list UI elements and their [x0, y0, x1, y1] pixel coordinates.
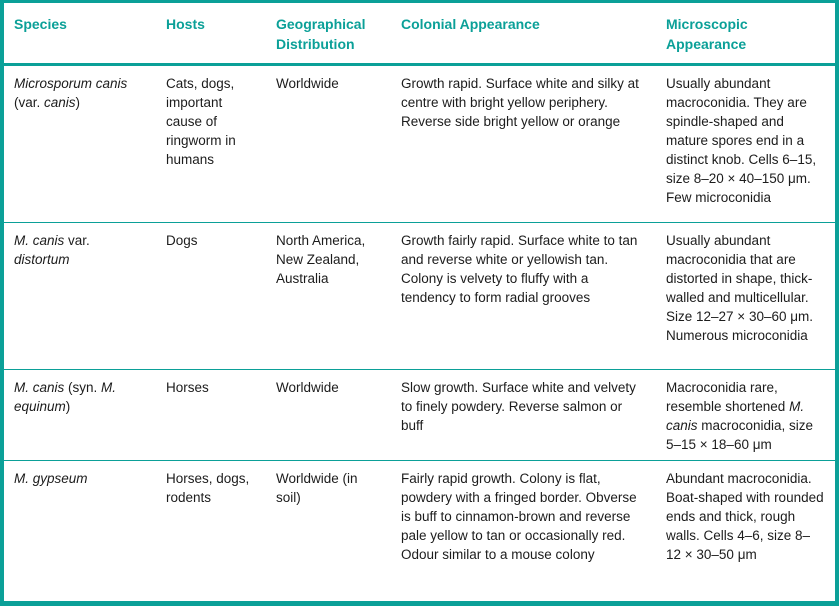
- text-segment: Growth fairly rapid. Surface white to ta…: [401, 233, 638, 305]
- text-segment: canis: [44, 95, 76, 110]
- text-segment: M. canis: [14, 380, 65, 395]
- species-table: Species Hosts Geographical Distribution …: [4, 3, 835, 601]
- cell-colonial-appearance: Growth rapid. Surface white and silky at…: [391, 64, 656, 223]
- text-segment: Worldwide: [276, 76, 339, 91]
- header-row: Species Hosts Geographical Distribution …: [4, 3, 835, 66]
- text-segment: Fairly rapid growth. Colony is flat, pow…: [401, 471, 637, 562]
- cell-colonial-appearance: Growth fairly rapid. Surface white to ta…: [391, 222, 656, 370]
- text-segment: (syn.: [64, 380, 102, 395]
- cell-hosts: Dogs: [156, 222, 266, 370]
- column-header-microscopic-appearance: Microscopic Appearance: [656, 3, 835, 66]
- table-row: Microsporum canis (var. canis) Cats, dog…: [4, 64, 835, 223]
- text-segment: Worldwide (in soil): [276, 471, 358, 505]
- table-row: M. canis var. distortum Dogs North Ameri…: [4, 222, 835, 370]
- text-segment: Slow growth. Surface white and velvety t…: [401, 380, 636, 433]
- text-segment: ): [75, 95, 81, 110]
- text-segment: Usually abundant macroconidia that are d…: [666, 233, 814, 343]
- text-segment: (var.: [14, 95, 45, 110]
- column-header-hosts: Hosts: [156, 3, 266, 66]
- cell-microscopic-appearance: Usually abundant macroconidia. They are …: [656, 64, 835, 223]
- text-segment: Microsporum canis: [14, 76, 128, 91]
- column-header-species: Species: [4, 3, 156, 66]
- text-segment: Usually abundant macroconidia. They are …: [666, 76, 817, 205]
- text-segment: Macroconidia rare, resemble shortened: [666, 380, 790, 414]
- table-row: M. canis (syn. M. equinum) Horses Worldw…: [4, 369, 835, 461]
- cell-distribution: North America, New Zealand, Australia: [266, 222, 391, 370]
- cell-distribution: Worldwide: [266, 64, 391, 223]
- table-body: Microsporum canis (var. canis) Cats, dog…: [4, 64, 835, 601]
- cell-microscopic-appearance: Macroconidia rare, resemble shortened M.…: [656, 369, 835, 461]
- cell-microscopic-appearance: Usually abundant macroconidia that are d…: [656, 222, 835, 370]
- cell-species: M. canis var. distortum: [4, 222, 156, 370]
- cell-distribution: Worldwide (in soil): [266, 461, 391, 601]
- column-header-colonial-appearance: Colonial Appearance: [391, 3, 656, 66]
- text-segment: Cats, dogs, important cause of ringworm …: [166, 76, 236, 167]
- text-segment: Horses: [166, 380, 209, 395]
- cell-hosts: Horses, dogs, rodents: [156, 461, 266, 601]
- text-segment: M. equinum: [14, 380, 117, 414]
- text-segment: Dogs: [166, 233, 198, 248]
- cell-hosts: Cats, dogs, important cause of ringworm …: [156, 64, 266, 223]
- text-segment: Horses, dogs, rodents: [166, 471, 250, 505]
- cell-species: M. gypseum: [4, 461, 156, 601]
- text-segment: Growth rapid. Surface white and silky at…: [401, 76, 639, 129]
- cell-colonial-appearance: Slow growth. Surface white and velvety t…: [391, 369, 656, 461]
- cell-species: M. canis (syn. M. equinum): [4, 369, 156, 461]
- cell-hosts: Horses: [156, 369, 266, 461]
- text-segment: Abundant macroconidia. Boat-shaped with …: [666, 471, 824, 562]
- text-segment: M. canis: [666, 399, 805, 433]
- text-segment: North America, New Zealand, Australia: [276, 233, 366, 286]
- text-segment: distortum: [14, 252, 70, 267]
- table-header: Species Hosts Geographical Distribution …: [4, 3, 835, 66]
- text-segment: var.: [64, 233, 90, 248]
- table-row: M. gypseum Horses, dogs, rodents Worldwi…: [4, 461, 835, 601]
- cell-colonial-appearance: Fairly rapid growth. Colony is flat, pow…: [391, 461, 656, 601]
- text-segment: Worldwide: [276, 380, 339, 395]
- cell-species: Microsporum canis (var. canis): [4, 64, 156, 223]
- text-segment: M. canis: [14, 233, 65, 248]
- text-segment: ): [65, 399, 71, 414]
- column-header-geographical-distribution: Geographical Distribution: [266, 3, 391, 66]
- text-segment: macroconidia, size 5–15 × 18–60 μm: [666, 418, 814, 452]
- cell-distribution: Worldwide: [266, 369, 391, 461]
- text-segment: M. gypseum: [14, 471, 88, 486]
- cell-microscopic-appearance: Abundant macroconidia. Boat-shaped with …: [656, 461, 835, 601]
